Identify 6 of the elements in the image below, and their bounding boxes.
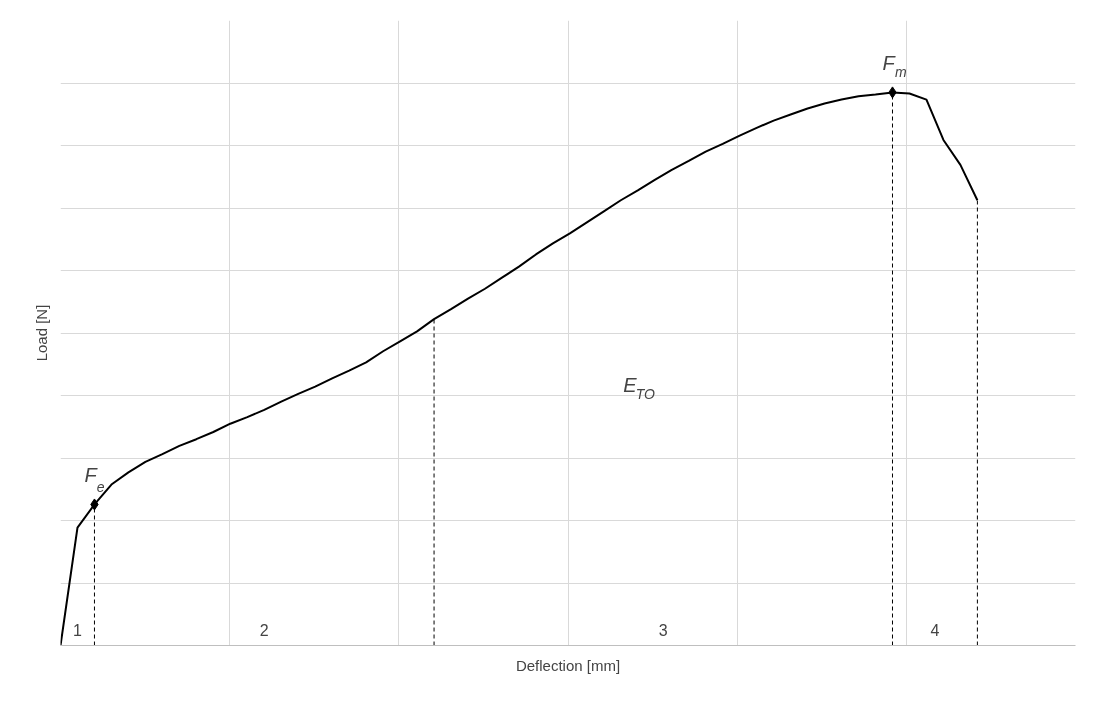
- x-axis-title: Deflection [mm]: [515, 656, 621, 674]
- annotation: 1: [73, 622, 83, 640]
- annotation: 3: [658, 622, 668, 640]
- annotation: 4: [930, 622, 940, 640]
- annotation: 2: [259, 622, 269, 640]
- y-axis-title: Load [N]: [32, 304, 50, 362]
